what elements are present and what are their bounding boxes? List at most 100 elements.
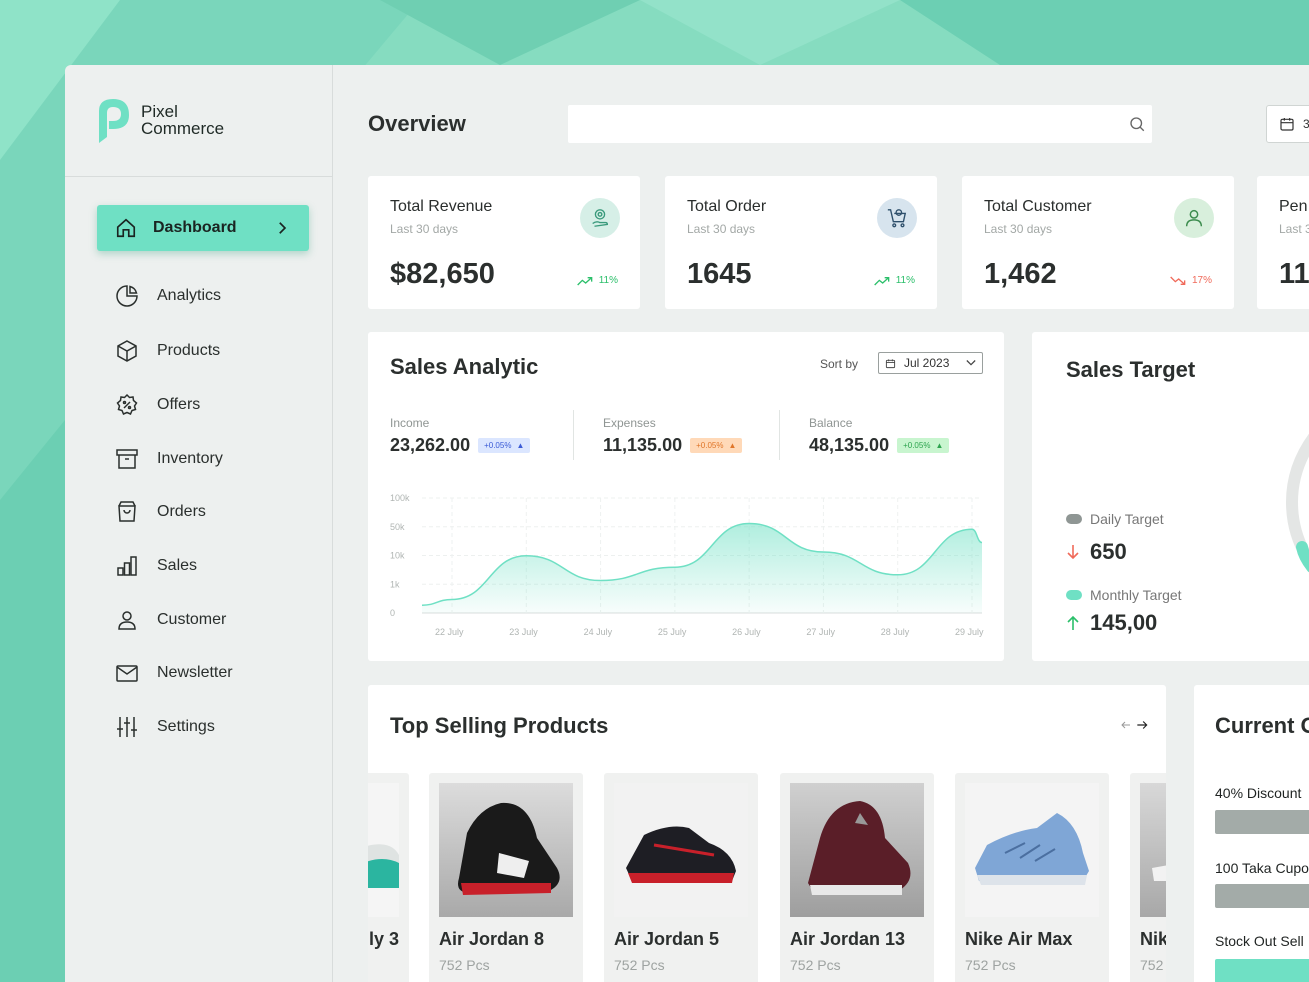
sidebar-item-sales[interactable]: Sales — [115, 553, 197, 579]
product-card[interactable]: Air Jordan 8 752 Pcs — [429, 773, 583, 982]
metric-badge: +0.05% ▲ — [690, 438, 743, 453]
x-tick-label: 23 July — [509, 627, 538, 637]
pie-chart-icon — [116, 285, 138, 307]
trend-up: 11% — [576, 275, 618, 286]
sidebar-item-products[interactable]: Products — [115, 338, 220, 364]
sort-value: Jul 2023 — [904, 356, 950, 370]
brand-name-line2: Commerce — [141, 119, 225, 138]
offer-label: 40% Discount — [1215, 785, 1302, 801]
trend-value: 17% — [1191, 275, 1212, 286]
monthly-target-label: Monthly Target — [1066, 587, 1182, 603]
target-gauge — [1285, 433, 1309, 573]
stat-title: Total Revenue — [390, 198, 493, 215]
product-card[interactable]: Nike Air Max 752 Pcs — [955, 773, 1109, 982]
trend-up-icon — [576, 276, 593, 285]
metric-value: 48,135.00 — [809, 435, 890, 455]
product-name: Air Jordan 13 — [790, 929, 906, 949]
shopping-bag-icon — [118, 501, 136, 522]
sidebar-item-inventory[interactable]: Inventory — [115, 446, 223, 472]
stat-value: $82,650 — [390, 258, 495, 290]
sort-label: Sort by — [820, 357, 859, 371]
top-selling-title: Top Selling Products — [390, 713, 609, 738]
product-quantity: 752 Pcs — [965, 957, 1016, 973]
product-name: ly 3 — [369, 929, 400, 949]
trend-down: 17% — [1170, 275, 1212, 286]
stat-subtitle: Last 30 days — [687, 222, 756, 236]
sales-area-chart: 0 1k 10k 50k 100k 22 July 23 July 24 July 25 Jul… — [390, 493, 984, 637]
product-card[interactable]: ly 3 — [368, 773, 409, 982]
sidebar-item-newsletter[interactable]: Newsletter — [115, 660, 233, 686]
sidebar-item-analytics[interactable]: Analytics — [115, 283, 221, 309]
legend-dot — [1066, 590, 1082, 600]
app-window: Pixel Commerce Dashboard Analytics Produ… — [65, 65, 1309, 982]
arrow-right-icon[interactable] — [1134, 718, 1150, 732]
metric-badge: +0.05% ▲ — [478, 438, 531, 453]
search-icon[interactable] — [1128, 115, 1146, 133]
trend-down-icon — [1170, 276, 1186, 285]
sidebar-item-offers[interactable]: Offers — [115, 392, 200, 418]
offer-label: 100 Taka Cupo — [1215, 860, 1309, 876]
triangle-up-icon: ▲ — [516, 441, 525, 450]
product-card[interactable]: Air Jordan 13 752 Pcs — [780, 773, 934, 982]
search-input[interactable] — [568, 105, 1152, 143]
product-name: Air Jordan 5 — [614, 929, 720, 949]
series-line — [421, 522, 983, 606]
customer-icon — [1174, 198, 1214, 238]
triangle-up-icon: ▲ — [935, 441, 944, 450]
product-card[interactable]: Air Jordan 5 752 Pcs — [604, 773, 758, 982]
sales-analytic-title: Sales Analytic — [390, 354, 539, 379]
sidebar-item-settings[interactable]: Settings — [115, 714, 215, 740]
sidebar-item-label: Settings — [157, 718, 215, 735]
pixel-logo-icon — [99, 99, 129, 143]
metric-label: Income — [390, 416, 430, 430]
page-title: Overview — [368, 111, 466, 136]
arrow-left-icon[interactable] — [1120, 719, 1132, 731]
sidebar-item-orders[interactable]: Orders — [115, 499, 206, 525]
arrow-up-icon — [1067, 615, 1079, 630]
product-image — [439, 783, 573, 917]
sidebar-item-label: Newsletter — [157, 664, 233, 681]
x-tick-label: 26 July — [732, 627, 761, 637]
metric-divider — [779, 410, 780, 460]
y-tick-label: 50k — [390, 522, 405, 532]
brand-logo[interactable]: Pixel Commerce — [95, 97, 224, 143]
arrow-down-icon — [1067, 545, 1079, 560]
sidebar: Pixel Commerce Dashboard Analytics Produ… — [65, 65, 333, 982]
daily-target-value: 650 — [1066, 539, 1127, 565]
sidebar-item-dashboard[interactable]: Dashboard — [97, 205, 309, 251]
product-image — [965, 783, 1099, 917]
metric-label: Expenses — [603, 416, 656, 430]
legend-dot — [1066, 514, 1082, 524]
product-name: Air Jordan 8 — [439, 929, 545, 949]
sidebar-item-customer[interactable]: Customer — [115, 607, 226, 633]
trend-value: 11% — [598, 275, 618, 286]
sort-select[interactable]: Jul 2023 — [878, 352, 983, 374]
metric-value: 23,262.00 — [390, 435, 471, 455]
stat-title: Total Order — [687, 198, 767, 215]
box-icon — [117, 340, 137, 362]
sales-target-card: Sales Target Daily Target 650 Monthly Ta… — [1032, 332, 1309, 661]
top-selling-card: Top Selling Products ly 3 Air Jordan 8 7… — [368, 685, 1166, 982]
product-image — [1140, 783, 1166, 917]
metric-expenses: Expenses 11,135.00 +0.05% ▲ — [603, 416, 743, 456]
current-offers-title: Current O — [1215, 713, 1309, 738]
x-tick-label: 29 July — [955, 627, 984, 637]
product-card[interactable]: Nik 752 — [1130, 773, 1166, 982]
product-quantity: 752 Pcs — [439, 957, 490, 973]
current-offers-card: Current O 40% Discount 100 Taka Cupo Sto… — [1194, 685, 1309, 982]
sidebar-item-label: Customer — [157, 611, 227, 628]
sliders-icon — [117, 717, 137, 737]
stat-card-revenue: Total Revenue Last 30 days $82,650 11% — [368, 176, 640, 309]
x-tick-label: 25 July — [658, 627, 687, 637]
user-icon — [118, 611, 136, 630]
sidebar-item-label: Sales — [157, 557, 198, 574]
offer-progress-bar — [1215, 959, 1309, 982]
trend-up: 11% — [873, 275, 915, 286]
x-tick-label: 24 July — [584, 627, 613, 637]
product-quantity: 752 Pcs — [614, 957, 665, 973]
revenue-icon — [580, 198, 620, 238]
offer-label: Stock Out Sell — [1215, 933, 1304, 949]
date-picker-button[interactable]: 3 — [1266, 105, 1309, 143]
stat-value: 1,462 — [984, 258, 1057, 290]
sidebar-item-label: Dashboard — [153, 219, 237, 236]
